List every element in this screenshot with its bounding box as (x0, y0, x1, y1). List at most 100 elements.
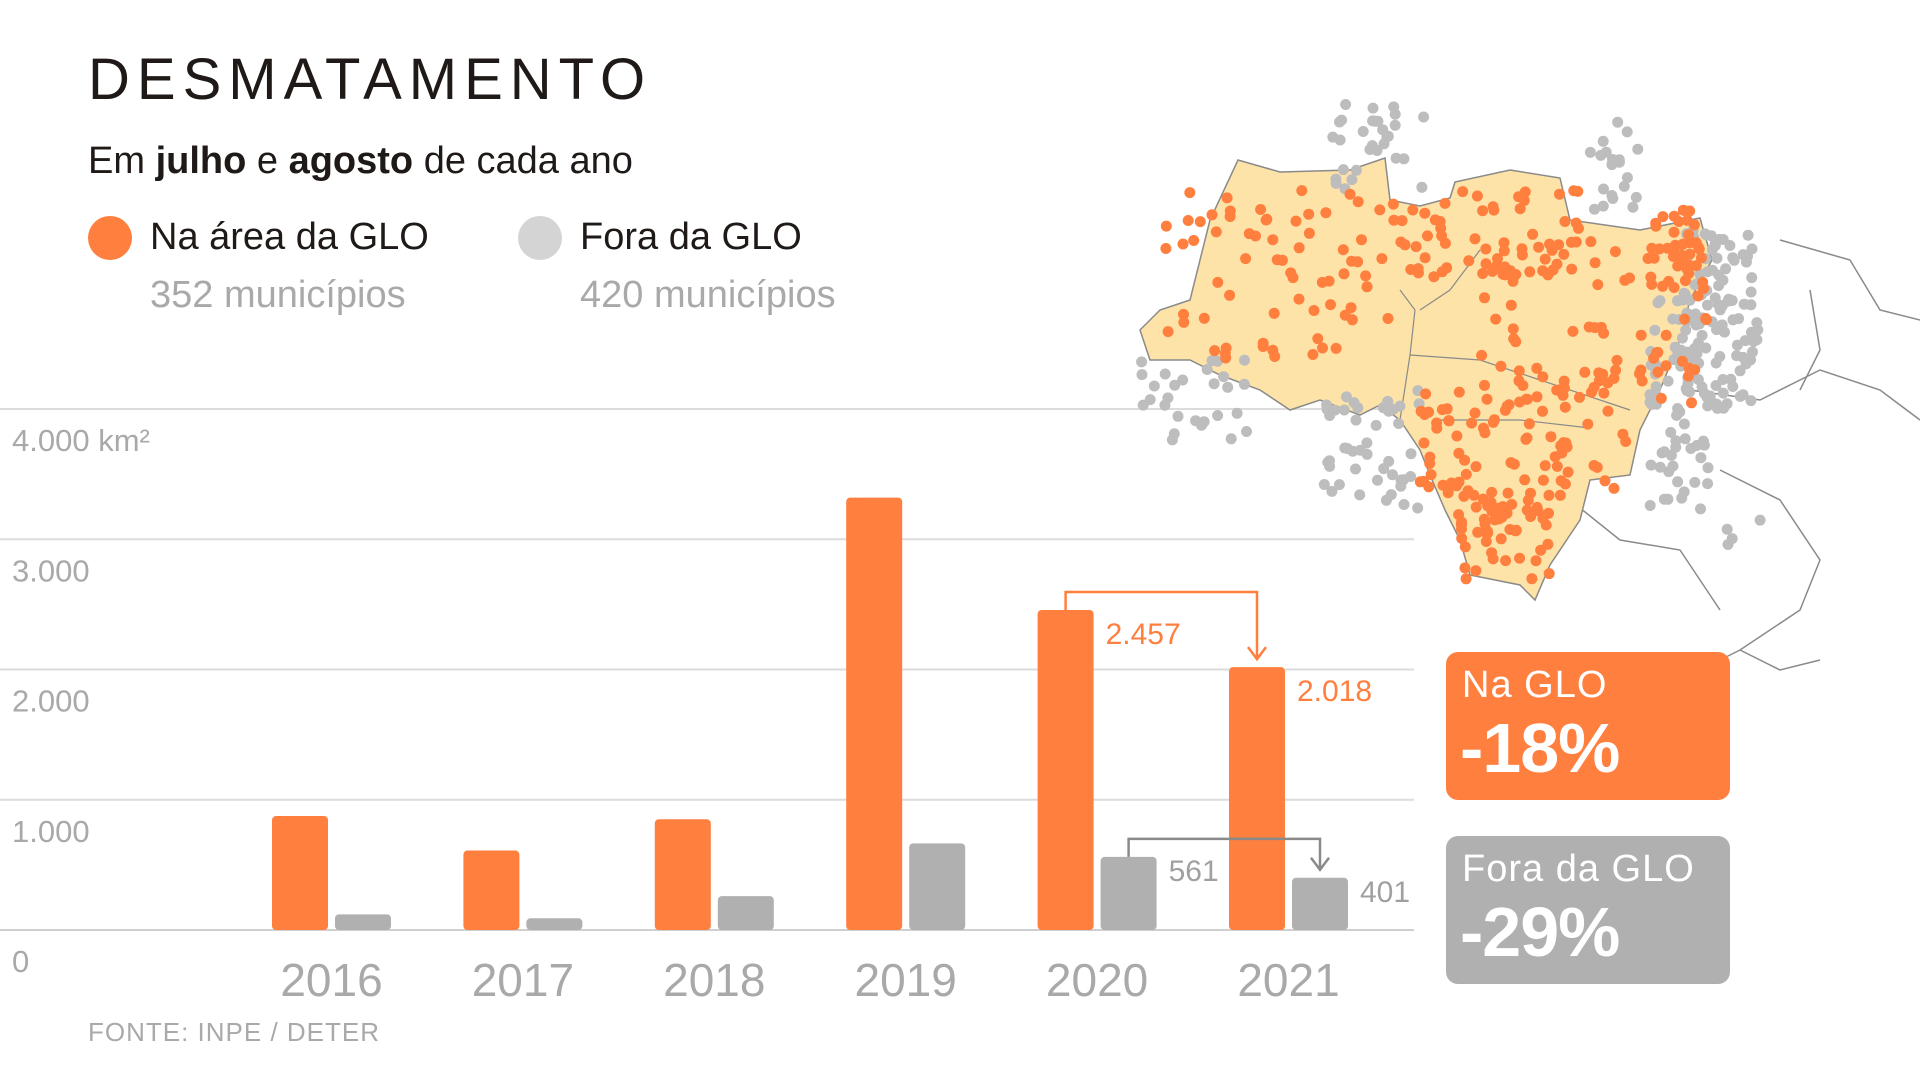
municipality-dot (1198, 312, 1210, 324)
municipality-dot (1546, 244, 1558, 256)
municipality-dot (1597, 200, 1609, 212)
municipality-dot (1567, 325, 1579, 337)
y-tick-label: 3.000 (12, 553, 90, 588)
municipality-dot (1285, 267, 1297, 279)
municipality-dot (1477, 268, 1489, 279)
municipality-dot (1352, 256, 1364, 268)
municipality-dot (1588, 460, 1600, 471)
municipality-dot (1678, 287, 1690, 299)
municipality-dot (1339, 309, 1351, 321)
municipality-dot (1457, 186, 1469, 198)
outside-glo-dots (1136, 99, 1766, 550)
municipality-dot (1621, 172, 1633, 184)
bar-glo (1229, 667, 1285, 930)
municipality-dot (1696, 329, 1708, 341)
municipality-dot (1598, 387, 1610, 399)
municipality-dot (1218, 371, 1230, 383)
municipality-dot (1382, 313, 1394, 324)
municipality-dot (1393, 418, 1405, 429)
municipality-dot (1495, 533, 1507, 545)
municipality-dot (1414, 476, 1426, 488)
municipality-dot (1269, 351, 1281, 362)
municipality-dot (1690, 237, 1702, 249)
municipality-dot (1506, 498, 1518, 510)
municipality-dot (1695, 503, 1706, 515)
municipality-dot (1745, 395, 1757, 407)
municipality-dot (1424, 458, 1436, 469)
comparison-arrow-line (1127, 837, 1322, 868)
municipality-dot (1312, 333, 1324, 345)
municipality-dot (1751, 334, 1763, 346)
y-tick-label: 0 (12, 944, 29, 979)
municipality-dot (1324, 410, 1336, 421)
municipality-dot (1513, 365, 1525, 377)
municipality-dot (1428, 271, 1440, 283)
municipality-dot (1645, 459, 1657, 471)
municipality-dot (1607, 193, 1619, 204)
municipality-dot (1705, 230, 1717, 242)
municipality-dot (1177, 374, 1189, 386)
municipality-dot (1694, 268, 1706, 280)
municipality-dot (1710, 380, 1722, 391)
municipality-dot (1456, 518, 1468, 530)
municipality-dot (1387, 403, 1399, 415)
municipality-dot (1436, 266, 1448, 278)
bar-glo (654, 819, 711, 930)
municipality-dot (1194, 216, 1206, 228)
municipality-dot (1702, 478, 1714, 490)
municipality-dot (1468, 489, 1480, 501)
municipality-dot (1555, 475, 1567, 487)
municipality-dot (1479, 292, 1490, 304)
x-tick-label: 2016 (280, 954, 382, 1006)
municipality-dot (1522, 494, 1534, 506)
municipality-dot (1579, 366, 1591, 378)
municipality-dot (1514, 552, 1526, 564)
municipality-dot (1344, 188, 1356, 200)
municipality-dot (1652, 366, 1664, 378)
municipality-dot (1396, 215, 1408, 227)
municipality-dot (1597, 135, 1609, 147)
municipality-dot (1472, 526, 1484, 538)
state-borders (1399, 249, 1631, 429)
bar-glo (463, 850, 520, 930)
municipality-dot (1327, 131, 1339, 143)
data-label: 2.018 (1297, 675, 1372, 708)
municipality-dot (1480, 258, 1492, 270)
municipality-dot (1338, 268, 1350, 280)
municipality-dot (1382, 395, 1394, 407)
source-note: FONTE: INPE / DETER (88, 1017, 381, 1047)
municipality-dot (1206, 209, 1218, 221)
municipality-dot (1388, 214, 1400, 226)
municipality-dot (1728, 254, 1740, 266)
municipality-dot (1539, 460, 1551, 472)
municipality-dot (1419, 252, 1431, 264)
municipality-dot (1514, 396, 1526, 408)
bar-outside (526, 918, 583, 930)
municipality-dot (1691, 348, 1703, 360)
municipality-dot (1566, 263, 1578, 275)
municipality-dot (1709, 240, 1721, 251)
municipality-dot (1521, 432, 1533, 444)
municipality-dot (1352, 196, 1364, 208)
bar-outside (1100, 856, 1157, 930)
municipality-dot (1635, 329, 1647, 341)
municipality-dot (1662, 375, 1674, 387)
municipality-dot (1159, 368, 1171, 380)
municipality-dot (1689, 476, 1701, 488)
municipality-dot (1418, 111, 1430, 123)
municipality-dot (1486, 486, 1498, 498)
municipality-dot (1617, 428, 1629, 440)
municipality-dot (1537, 265, 1549, 277)
municipality-dot (1680, 205, 1692, 217)
municipality-dot (1700, 342, 1712, 354)
municipality-dot (1573, 222, 1584, 234)
municipality-dot (1692, 290, 1704, 302)
x-tick-label: 2020 (1046, 954, 1148, 1006)
municipality-dot (1746, 243, 1758, 255)
municipality-dot (1740, 256, 1752, 268)
legend-count-glo: 352 municípios (150, 274, 406, 316)
municipality-dot (1618, 180, 1630, 192)
municipality-dot (1160, 243, 1172, 254)
municipality-dot (1390, 152, 1402, 164)
municipality-dot (1224, 289, 1236, 301)
